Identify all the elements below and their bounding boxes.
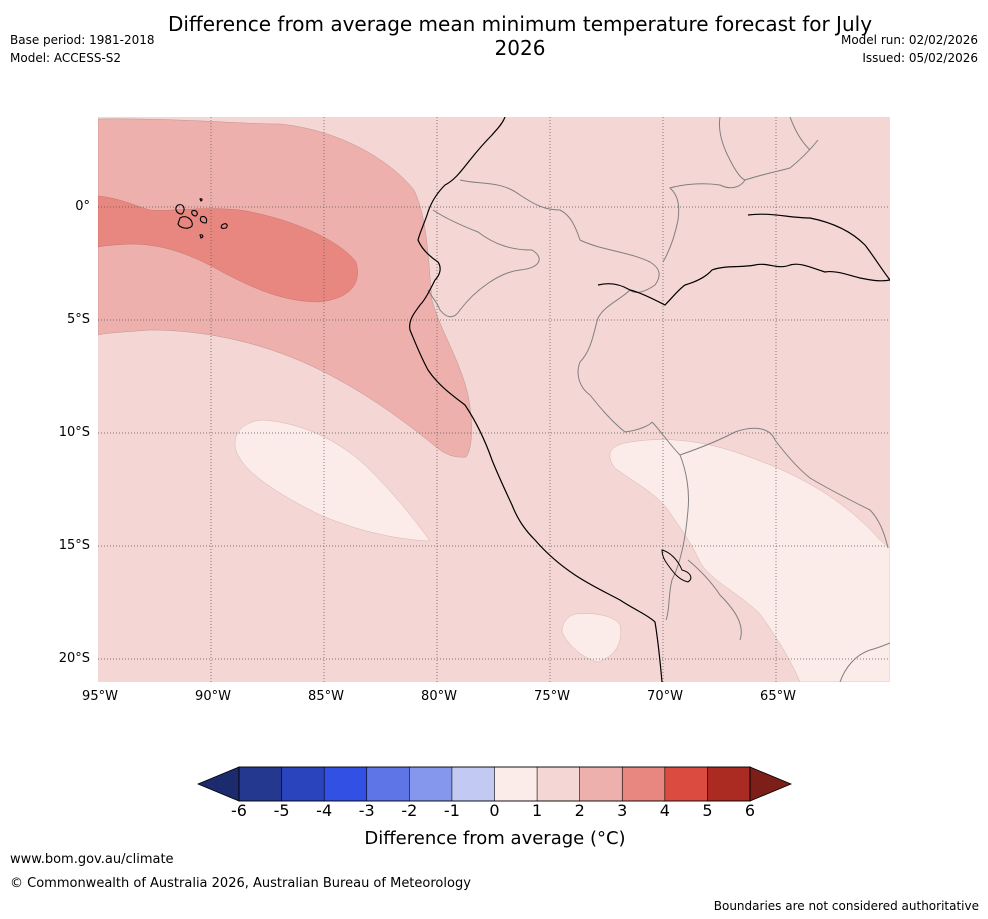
colorbar-cell: [281, 766, 325, 802]
colorbar-cell: [409, 766, 453, 802]
colorbar-cell: [451, 766, 496, 802]
colorbar-cell: [707, 766, 751, 802]
lat-label-20s: 20°S: [58, 651, 90, 666]
lon-label-90w: 90°W: [195, 689, 231, 704]
issued-text: Issued: 05/02/2026: [862, 51, 978, 65]
lon-label-95w: 95°W: [82, 689, 118, 704]
colorbar-cell: [621, 766, 666, 802]
colorbar-tick-label: -5: [273, 801, 290, 820]
map-area: [98, 117, 890, 682]
lat-label-15s: 15°S: [58, 538, 90, 553]
colorbar-tick-label: 5: [702, 801, 713, 820]
lon-label-65w: 65°W: [760, 689, 796, 704]
colorbar-tick-label: 0: [489, 801, 500, 820]
colorbar-tick-label: -6: [231, 801, 247, 820]
colorbar-cell: [238, 766, 283, 802]
colorbar-cell: [579, 766, 624, 802]
lake-titicaca: [661, 549, 692, 583]
meta-left: Base period: 1981-2018 Model: ACCESS-S2: [10, 31, 155, 67]
lat-label-0: 0°: [75, 199, 90, 214]
colorbar-tick-label: 6: [744, 801, 756, 820]
colorbar-frame: [238, 766, 751, 802]
colorbar-tick-label: 3: [617, 801, 628, 820]
colorbar-over-arrow: [749, 766, 793, 802]
anomaly-region-1-2-pacific: [234, 419, 431, 542]
lat-label-5s: 5°S: [66, 312, 90, 327]
galapagos-islands: [175, 198, 228, 239]
lon-label-85w: 85°W: [308, 689, 344, 704]
model-run-text: Model run: 02/02/2026: [840, 33, 978, 47]
colorbar-tick-label: 1: [531, 801, 543, 820]
meta-right: Model run: 02/02/2026 Issued: 05/02/2026: [841, 31, 978, 67]
anomaly-region-1-2-coast: [561, 613, 621, 663]
colorbar-tick-label: -2: [401, 801, 418, 820]
colorbar: [196, 766, 793, 802]
colorbar-tick-label: -3: [358, 801, 375, 820]
lat-label-10s: 10°S: [58, 425, 90, 440]
colorbar-cell: [664, 766, 709, 802]
footer-disclaimer: Boundaries are not considered authoritat…: [713, 899, 979, 913]
anomaly-region-3-4: [98, 195, 358, 303]
colorbar-under-arrow: [196, 766, 240, 802]
country-borders: [427, 117, 890, 682]
colorbar-tick-label: -1: [443, 801, 460, 820]
lon-label-70w: 70°W: [647, 689, 683, 704]
colorbar-cells: [238, 766, 751, 802]
lon-label-75w: 75°W: [534, 689, 570, 704]
model-text: Model: ACCESS-S2: [10, 51, 122, 65]
coastline: [409, 117, 890, 682]
base-period-text: Base period: 1981-2018: [10, 33, 155, 47]
colorbar-cell: [366, 766, 411, 802]
colorbar-tick-label: -4: [316, 801, 333, 820]
grid-lines: [98, 117, 890, 682]
colorbar-tick-label: 2: [574, 801, 585, 820]
colorbar-cell: [536, 766, 581, 802]
footer-copyright: © Commonwealth of Australia 2026, Austra…: [10, 876, 471, 891]
lon-label-80w: 80°W: [421, 689, 457, 704]
colorbar-label: Difference from average (°C): [364, 828, 626, 849]
colorbar-cell: [323, 766, 368, 802]
anomaly-region-1-2-andes: [609, 439, 890, 682]
colorbar-cell: [494, 766, 538, 802]
map-title: Difference from average mean minimum tem…: [167, 12, 873, 60]
footer-url: www.bom.gov.au/climate: [10, 852, 174, 867]
colorbar-tick-label: 4: [659, 801, 670, 820]
